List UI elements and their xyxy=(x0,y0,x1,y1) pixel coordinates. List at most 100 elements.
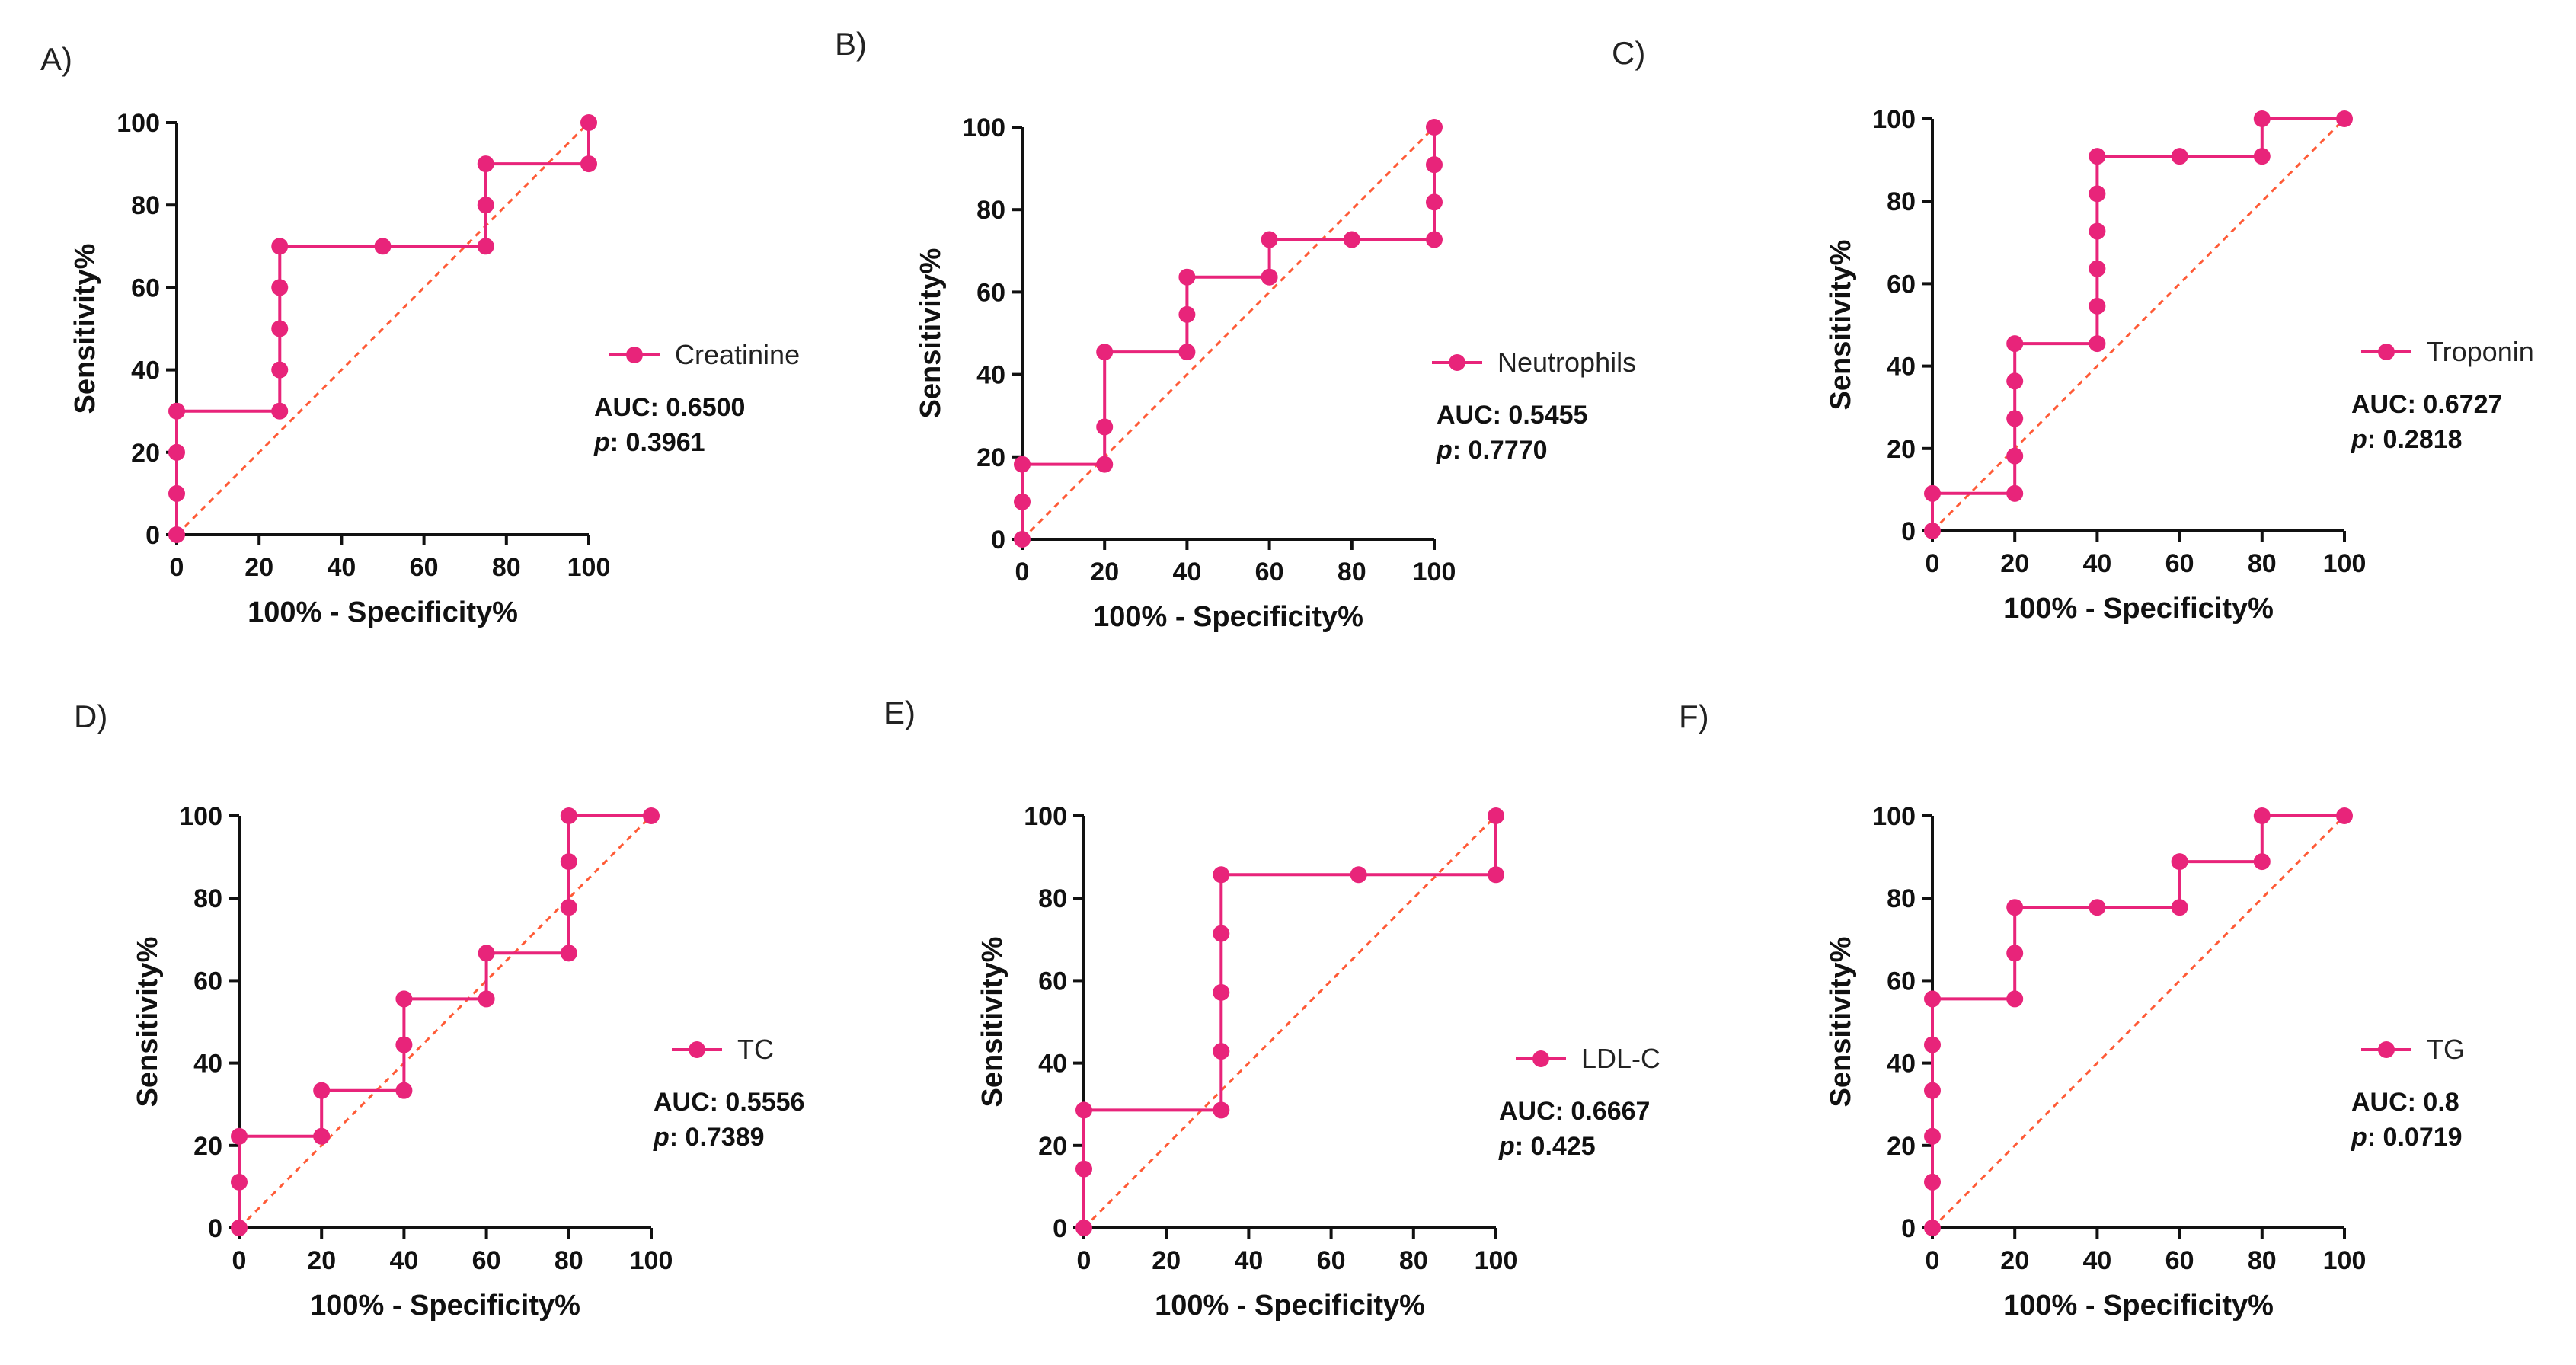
x-tick-label: 0 xyxy=(170,553,184,582)
y-axis-title: Sensitivity% xyxy=(69,244,101,414)
roc-data-point xyxy=(1924,523,1941,539)
roc-data-point xyxy=(1178,344,1196,361)
legend-label: Creatinine xyxy=(675,339,800,370)
x-tick-label: 40 xyxy=(327,553,356,582)
roc-panel-2: B) 0 20 40 60 80 100 0 20 40 60 80 100 100% - Specifi… xyxy=(835,26,1636,633)
roc-data-point xyxy=(2253,807,2271,824)
x-tick-label: 20 xyxy=(244,553,273,582)
legend-swatch-marker xyxy=(2378,344,2395,360)
x-tick-label: 60 xyxy=(410,553,439,582)
roc-data-point xyxy=(313,1082,331,1099)
roc-data-point xyxy=(2253,853,2271,871)
x-tick-label: 60 xyxy=(472,1246,501,1275)
roc-data-point xyxy=(313,1127,331,1145)
roc-data-point xyxy=(1075,1101,1092,1119)
roc-data-point xyxy=(271,238,289,255)
y-tick-label: 0 xyxy=(991,526,1005,555)
roc-data-point xyxy=(1096,344,1114,361)
y-tick-label: 60 xyxy=(193,967,222,996)
reference-diagonal xyxy=(238,814,653,1229)
x-tick-label: 0 xyxy=(1926,1246,1940,1275)
y-tick-label: 80 xyxy=(193,884,222,913)
legend-swatch-marker xyxy=(689,1041,705,1058)
roc-data-point xyxy=(2006,372,2024,390)
x-tick-label: 100 xyxy=(567,553,611,582)
roc-data-point xyxy=(1924,990,1941,1008)
y-tick-label: 100 xyxy=(117,109,160,138)
x-tick-label: 60 xyxy=(2165,549,2194,578)
roc-data-point xyxy=(395,1082,413,1099)
roc-data-point xyxy=(1426,119,1443,136)
x-tick-label: 40 xyxy=(2082,1246,2111,1275)
reference-diagonal xyxy=(1931,117,2346,532)
y-tick-label: 20 xyxy=(1887,435,1916,464)
p-number: : 0.2818 xyxy=(2367,425,2463,454)
y-tick-label: 20 xyxy=(1887,1132,1916,1161)
x-tick-label: 20 xyxy=(2000,1246,2029,1275)
roc-data-point xyxy=(1924,1127,1941,1145)
roc-data-point xyxy=(1014,531,1031,548)
x-tick-label: 100 xyxy=(2323,549,2367,578)
y-axis-title: Sensitivity% xyxy=(132,937,164,1108)
roc-data-point xyxy=(2089,297,2106,315)
roc-data-point xyxy=(2006,484,2024,502)
roc-data-point xyxy=(2006,410,2024,427)
x-tick-label: 20 xyxy=(1152,1246,1181,1275)
y-tick-label: 0 xyxy=(208,1214,222,1243)
reference-diagonal xyxy=(1082,814,1497,1229)
x-tick-label: 60 xyxy=(2165,1246,2194,1275)
p-symbol: p xyxy=(653,1123,670,1152)
y-tick-label: 40 xyxy=(193,1050,222,1079)
roc-data-point xyxy=(2006,447,2024,465)
roc-data-point xyxy=(271,279,289,296)
roc-data-point xyxy=(271,402,289,420)
p-value: p: 0.2818 xyxy=(2351,425,2463,454)
y-tick-label: 0 xyxy=(1053,1214,1067,1243)
p-number: : 0.425 xyxy=(1515,1132,1596,1161)
roc-data-point xyxy=(1261,231,1278,248)
y-tick-label: 20 xyxy=(976,443,1005,472)
reference-diagonal xyxy=(1931,814,2346,1229)
x-axis-title: 100% - Specificity% xyxy=(1155,1290,1425,1322)
roc-data-point xyxy=(2006,335,2024,353)
x-tick-label: 40 xyxy=(1234,1246,1263,1275)
x-tick-label: 100 xyxy=(2323,1246,2367,1275)
p-number: : 0.7770 xyxy=(1453,436,1548,465)
panel-label: A) xyxy=(40,41,72,77)
y-tick-label: 40 xyxy=(131,356,160,385)
y-tick-label: 20 xyxy=(131,439,160,468)
x-axis-title: 100% - Specificity% xyxy=(310,1290,580,1322)
y-tick-label: 80 xyxy=(1038,884,1067,913)
roc-panel-3: C) 0 20 40 60 80 100 0 20 40 60 80 100 100% - Specifi… xyxy=(1612,35,2534,625)
roc-data-point xyxy=(1343,231,1360,248)
x-axis-title: 100% - Specificity% xyxy=(1093,601,1363,633)
y-tick-label: 0 xyxy=(1901,1214,1916,1243)
legend-swatch-marker xyxy=(1532,1050,1549,1067)
p-symbol: p xyxy=(2351,425,2367,454)
roc-data-point xyxy=(231,1220,248,1236)
p-value: p: 0.7770 xyxy=(1436,436,1548,465)
roc-data-point xyxy=(2089,222,2106,240)
x-tick-label: 60 xyxy=(1255,558,1284,587)
y-tick-label: 60 xyxy=(1038,967,1067,996)
x-tick-label: 80 xyxy=(2248,549,2277,578)
x-axis-title: 100% - Specificity% xyxy=(2003,593,2274,625)
y-tick-label: 40 xyxy=(1038,1050,1067,1079)
legend-label: TG xyxy=(2427,1034,2465,1065)
roc-data-point xyxy=(395,990,413,1008)
roc-panel-4: D) 0 20 40 60 80 100 0 20 40 60 80 100 100% - Specifi… xyxy=(74,698,804,1322)
x-axis-title: 100% - Specificity% xyxy=(248,596,518,628)
roc-curve-line xyxy=(1021,127,1436,539)
y-axis-title: Sensitivity% xyxy=(976,937,1008,1108)
x-tick-label: 80 xyxy=(492,553,521,582)
roc-data-point xyxy=(2006,990,2024,1008)
roc-data-point xyxy=(2336,110,2353,127)
x-tick-label: 0 xyxy=(1077,1246,1091,1275)
p-symbol: p xyxy=(1436,436,1453,465)
roc-data-point xyxy=(168,402,185,420)
roc-panel-6: F) 0 20 40 60 80 100 0 20 40 60 80 100 100% - Specifi… xyxy=(1679,698,2465,1322)
legend-label: TC xyxy=(737,1034,774,1065)
p-value: p: 0.425 xyxy=(1498,1132,1596,1161)
roc-panel-5: E) 0 20 40 60 80 100 0 20 40 60 80 100 100% - Specifi… xyxy=(884,695,1660,1322)
x-tick-label: 60 xyxy=(1317,1246,1346,1275)
